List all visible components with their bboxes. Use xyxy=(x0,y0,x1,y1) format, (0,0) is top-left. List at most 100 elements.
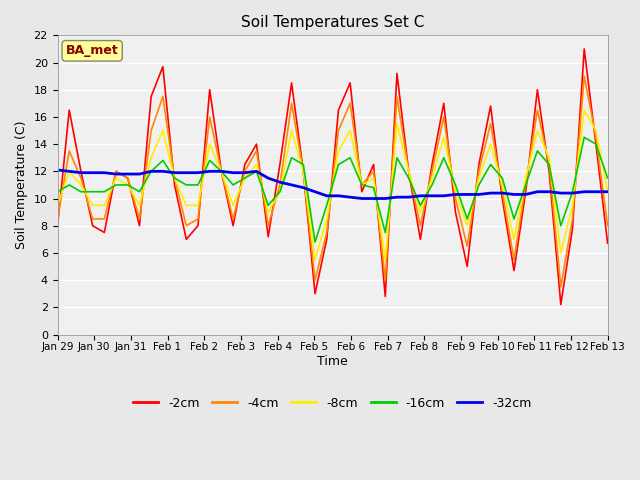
-16cm xyxy=(159,157,166,163)
-16cm xyxy=(522,182,529,188)
-4cm xyxy=(171,175,179,181)
-8cm xyxy=(358,182,365,188)
-8cm xyxy=(510,237,518,242)
-2cm xyxy=(393,71,401,76)
-32cm xyxy=(393,194,401,200)
-2cm xyxy=(124,175,132,181)
-2cm xyxy=(417,237,424,242)
-2cm xyxy=(534,87,541,93)
-32cm xyxy=(100,170,108,176)
-16cm xyxy=(206,157,214,163)
-32cm xyxy=(592,189,600,194)
Line: -16cm: -16cm xyxy=(58,137,607,242)
-16cm xyxy=(241,175,248,181)
-4cm xyxy=(405,168,413,174)
-8cm xyxy=(194,203,202,208)
-16cm xyxy=(569,189,577,194)
-16cm xyxy=(428,182,436,188)
-16cm xyxy=(65,182,73,188)
-16cm xyxy=(463,216,471,222)
-16cm xyxy=(218,168,225,174)
-8cm xyxy=(241,175,248,181)
-16cm xyxy=(405,175,413,181)
-2cm xyxy=(370,162,378,168)
-32cm xyxy=(54,167,61,173)
-2cm xyxy=(159,64,166,70)
-32cm xyxy=(463,192,471,197)
-2cm xyxy=(206,87,214,93)
-4cm xyxy=(288,100,296,106)
-2cm xyxy=(89,223,97,228)
-32cm xyxy=(440,193,447,199)
-8cm xyxy=(54,203,61,208)
-32cm xyxy=(381,196,389,202)
-32cm xyxy=(77,170,84,176)
-4cm xyxy=(358,182,365,188)
-2cm xyxy=(229,223,237,228)
-4cm xyxy=(218,168,225,174)
-32cm xyxy=(510,192,518,197)
-16cm xyxy=(604,175,611,181)
-32cm xyxy=(580,189,588,194)
-2cm xyxy=(100,229,108,235)
-16cm xyxy=(417,203,424,208)
-16cm xyxy=(229,182,237,188)
-8cm xyxy=(171,175,179,181)
-32cm xyxy=(323,193,331,199)
-2cm xyxy=(311,291,319,297)
-4cm xyxy=(545,162,553,168)
-4cm xyxy=(346,100,354,106)
-4cm xyxy=(159,94,166,99)
-4cm xyxy=(124,175,132,181)
-16cm xyxy=(288,155,296,161)
-8cm xyxy=(147,155,155,161)
-4cm xyxy=(194,216,202,222)
-16cm xyxy=(346,155,354,161)
Legend: -2cm, -4cm, -8cm, -16cm, -32cm: -2cm, -4cm, -8cm, -16cm, -32cm xyxy=(129,392,537,415)
-16cm xyxy=(370,185,378,191)
-32cm xyxy=(171,170,179,176)
-4cm xyxy=(229,216,237,222)
-32cm xyxy=(218,168,225,174)
-8cm xyxy=(545,155,553,161)
-8cm xyxy=(229,203,237,208)
-8cm xyxy=(499,182,506,188)
-2cm xyxy=(569,226,577,231)
-32cm xyxy=(522,192,529,197)
-4cm xyxy=(487,121,495,127)
-4cm xyxy=(311,277,319,283)
-4cm xyxy=(370,168,378,174)
-2cm xyxy=(463,264,471,269)
-4cm xyxy=(182,223,190,228)
-16cm xyxy=(276,189,284,194)
-2cm xyxy=(323,237,331,242)
-2cm xyxy=(580,46,588,52)
-8cm xyxy=(534,128,541,133)
-16cm xyxy=(54,189,61,194)
-2cm xyxy=(253,141,260,147)
-4cm xyxy=(276,182,284,188)
-2cm xyxy=(288,80,296,86)
-2cm xyxy=(522,189,529,194)
-8cm xyxy=(288,128,296,133)
-2cm xyxy=(499,196,506,202)
-2cm xyxy=(475,162,483,168)
-16cm xyxy=(253,168,260,174)
-4cm xyxy=(253,148,260,154)
-4cm xyxy=(475,168,483,174)
-32cm xyxy=(65,168,73,174)
-32cm xyxy=(499,190,506,196)
-16cm xyxy=(100,189,108,194)
-8cm xyxy=(182,203,190,208)
-8cm xyxy=(276,189,284,194)
-32cm xyxy=(124,171,132,177)
-32cm xyxy=(264,175,272,181)
-32cm xyxy=(346,194,354,200)
-16cm xyxy=(557,223,564,228)
-32cm xyxy=(147,168,155,174)
-4cm xyxy=(323,229,331,235)
-2cm xyxy=(218,168,225,174)
-32cm xyxy=(604,189,611,194)
-2cm xyxy=(440,100,447,106)
-32cm xyxy=(475,192,483,197)
